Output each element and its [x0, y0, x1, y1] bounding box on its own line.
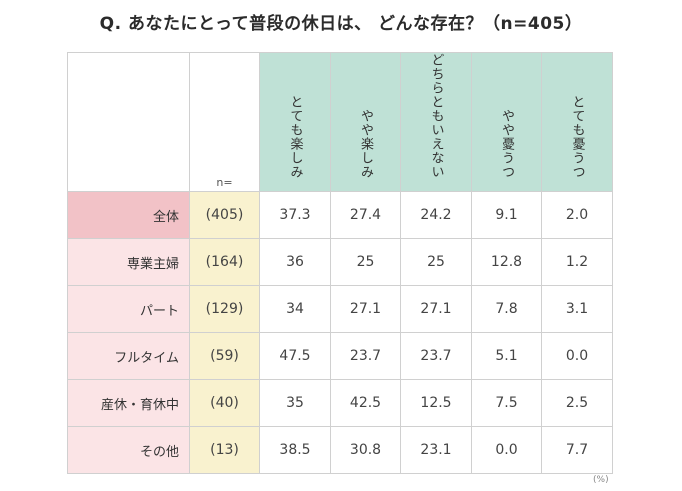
header-row: n= とても楽しみ やや楽しみ どちらともいえない やや憂うつ とても憂うつ [67, 52, 613, 192]
chart-title: Q. あなたにとって普段の休日は、 どんな存在？（n=405） [99, 14, 583, 34]
value-cell: 38.5 [259, 426, 331, 474]
value-cell: 2.0 [541, 191, 613, 239]
column-header: やや楽しみ [330, 52, 401, 192]
n-header-label: n= [216, 176, 233, 189]
value-cell: 23.1 [400, 426, 472, 474]
table-row: その他 (13) 38.5 30.8 23.1 0.0 7.7 [67, 426, 613, 474]
corner-cell [67, 52, 190, 192]
table-row: フルタイム (59) 47.5 23.7 23.7 5.1 0.0 [67, 332, 613, 380]
column-header-label: やや楽しみ [358, 109, 373, 179]
value-cell: 47.5 [259, 332, 331, 380]
unit-label: (%) [593, 475, 609, 485]
column-header: とても楽しみ [259, 52, 331, 192]
row-label: 専業主婦 [67, 238, 190, 286]
value-cell: 23.7 [400, 332, 472, 380]
value-cell: 7.5 [471, 379, 542, 427]
value-cell: 12.8 [471, 238, 542, 286]
n-count-cell: (129) [189, 285, 260, 333]
value-cell: 25 [400, 238, 472, 286]
row-label: 全体 [67, 191, 190, 239]
value-cell: 25 [330, 238, 401, 286]
column-header: やや憂うつ [471, 52, 542, 192]
column-header-label: やや憂うつ [499, 109, 514, 179]
value-cell: 0.0 [541, 332, 613, 380]
row-label: パート [67, 285, 190, 333]
column-header: どちらともいえない [400, 52, 472, 192]
value-cell: 27.4 [330, 191, 401, 239]
n-count-cell: (40) [189, 379, 260, 427]
value-cell: 27.1 [400, 285, 472, 333]
n-header: n= [189, 52, 260, 192]
table-row: 専業主婦 (164) 36 25 25 12.8 1.2 [67, 238, 613, 286]
table-row: パート (129) 34 27.1 27.1 7.8 3.1 [67, 285, 613, 333]
value-cell: 3.1 [541, 285, 613, 333]
value-cell: 37.3 [259, 191, 331, 239]
column-header-label: とても憂うつ [569, 95, 585, 179]
value-cell: 27.1 [330, 285, 401, 333]
value-cell: 7.8 [471, 285, 542, 333]
value-cell: 30.8 [330, 426, 401, 474]
value-cell: 42.5 [330, 379, 401, 427]
value-cell: 24.2 [400, 191, 472, 239]
n-count-cell: (164) [189, 238, 260, 286]
value-cell: 35 [259, 379, 331, 427]
table-row: 産休・育休中 (40) 35 42.5 12.5 7.5 2.5 [67, 379, 613, 427]
row-label: その他 [67, 426, 190, 474]
value-cell: 1.2 [541, 238, 613, 286]
column-header-label: どちらともいえない [428, 53, 444, 179]
value-cell: 5.1 [471, 332, 542, 380]
value-cell: 0.0 [471, 426, 542, 474]
n-count-cell: (405) [189, 191, 260, 239]
value-cell: 7.7 [541, 426, 613, 474]
n-count-cell: (13) [189, 426, 260, 474]
table-body: 全体 (405) 37.3 27.4 24.2 9.1 2.0 専業主婦 (164) 36 25 25… [67, 191, 613, 474]
n-count-cell: (59) [189, 332, 260, 380]
row-label: 産休・育休中 [67, 379, 190, 427]
results-table: n= とても楽しみ やや楽しみ どちらともいえない やや憂うつ とても憂うつ 全… [67, 52, 613, 474]
value-cell: 2.5 [541, 379, 613, 427]
value-cell: 9.1 [471, 191, 542, 239]
value-cell: 36 [259, 238, 331, 286]
column-header-label: とても楽しみ [287, 95, 303, 179]
column-header: とても憂うつ [541, 52, 613, 192]
value-cell: 23.7 [330, 332, 401, 380]
value-cell: 34 [259, 285, 331, 333]
table-row: 全体 (405) 37.3 27.4 24.2 9.1 2.0 [67, 191, 613, 239]
row-label: フルタイム [67, 332, 190, 380]
value-cell: 12.5 [400, 379, 472, 427]
